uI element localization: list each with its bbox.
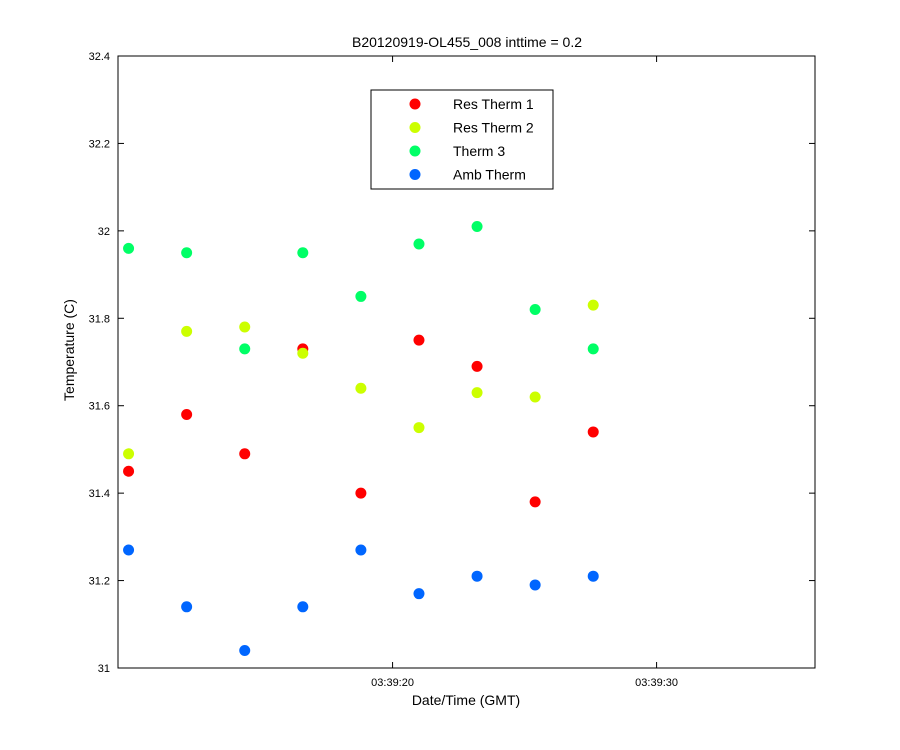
y-tick-label: 32.4 xyxy=(89,51,110,63)
chart-title: B20120919-OL455_008 inttime = 0.2 xyxy=(352,34,582,50)
point-amb-therm xyxy=(413,588,425,600)
point-therm-3 xyxy=(123,242,135,254)
y-axis: 31 31.2 31.4 31.6 31.8 32 32.2 32.4 xyxy=(89,51,815,675)
y-tick-label: 31.8 xyxy=(89,313,110,325)
legend-box xyxy=(370,89,554,190)
legend: Res Therm 1 Res Therm 2 Therm 3 Amb Therm xyxy=(370,89,554,190)
legend-label-res-therm-1: Res Therm 1 xyxy=(453,96,534,112)
legend-label-therm-3: Therm 3 xyxy=(453,143,505,159)
y-tick-label: 31.6 xyxy=(89,401,110,413)
point-amb-therm xyxy=(123,544,135,556)
y-tick-label: 31.4 xyxy=(89,488,110,500)
point-res-therm-2 xyxy=(239,321,251,333)
legend-label-amb-therm: Amb Therm xyxy=(453,167,526,183)
point-res-therm-1 xyxy=(587,426,599,438)
point-therm-3 xyxy=(587,343,599,355)
point-therm-3 xyxy=(239,343,251,355)
point-amb-therm xyxy=(297,601,309,613)
point-res-therm-1 xyxy=(239,448,251,460)
legend-marker-res-therm-1 xyxy=(409,98,421,110)
data-points xyxy=(123,220,599,657)
y-tick-label: 31.2 xyxy=(89,576,110,588)
point-res-therm-2 xyxy=(529,391,541,403)
legend-marker-res-therm-2 xyxy=(409,122,421,133)
point-res-therm-2 xyxy=(471,387,483,399)
point-amb-therm xyxy=(181,601,193,613)
point-res-therm-1 xyxy=(123,465,135,477)
legend-marker-therm-3 xyxy=(409,145,421,157)
x-tick-label: 03:39:20 xyxy=(371,677,414,689)
point-res-therm-1 xyxy=(529,496,541,508)
point-amb-therm xyxy=(529,579,541,591)
point-amb-therm xyxy=(355,544,367,556)
point-res-therm-2 xyxy=(355,382,367,394)
legend-marker-amb-therm xyxy=(409,169,421,180)
y-tick-label: 31 xyxy=(98,663,110,675)
point-res-therm-2 xyxy=(123,448,135,460)
legend-label-res-therm-2: Res Therm 2 xyxy=(453,120,534,136)
point-therm-3 xyxy=(529,304,541,316)
point-res-therm-2 xyxy=(297,347,309,359)
y-tick-label: 32 xyxy=(98,226,110,238)
y-axis-label: Temperature (C) xyxy=(61,299,77,401)
point-therm-3 xyxy=(355,290,367,302)
point-res-therm-1 xyxy=(413,334,425,346)
point-res-therm-2 xyxy=(587,299,599,311)
point-therm-3 xyxy=(181,247,193,259)
point-amb-therm xyxy=(471,570,483,582)
point-res-therm-1 xyxy=(181,408,193,420)
point-res-therm-1 xyxy=(355,487,367,499)
x-axis-label: Date/Time (GMT) xyxy=(412,692,520,708)
point-therm-3 xyxy=(471,220,483,232)
y-tick-label: 32.2 xyxy=(89,138,110,150)
point-res-therm-1 xyxy=(471,360,483,372)
point-res-therm-2 xyxy=(181,325,193,337)
point-therm-3 xyxy=(297,247,309,259)
point-therm-3 xyxy=(413,238,425,250)
point-res-therm-2 xyxy=(413,422,425,434)
point-amb-therm xyxy=(587,570,599,582)
x-tick-label: 03:39:30 xyxy=(635,677,678,689)
point-amb-therm xyxy=(239,645,251,657)
x-axis: 03:39:20 03:39:30 xyxy=(371,56,678,689)
